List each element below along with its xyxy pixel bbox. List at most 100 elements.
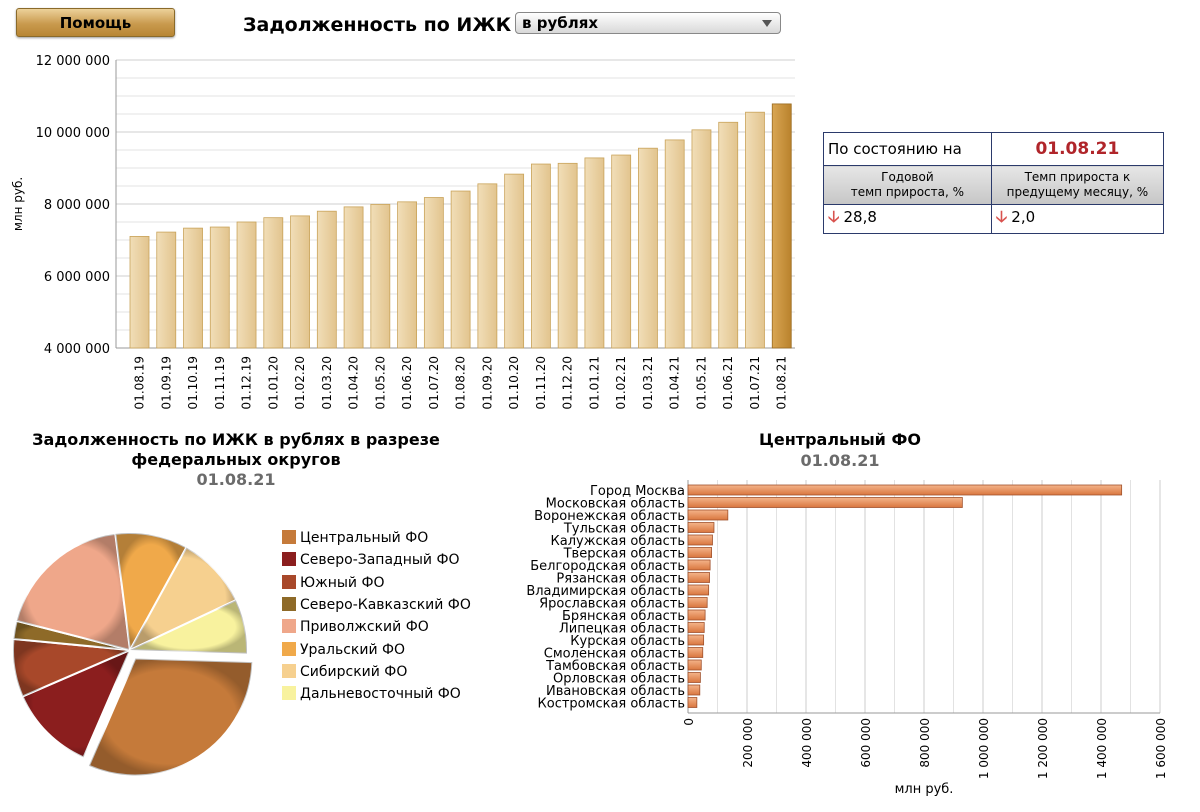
pie-slice-shade xyxy=(130,547,236,650)
annual-header-line2: темп прироста, % xyxy=(850,185,965,199)
down-arrow-icon: 🡣 xyxy=(828,206,840,226)
hbar xyxy=(687,559,711,571)
legend-item: Сибирский ФО xyxy=(282,663,408,682)
bar xyxy=(236,221,257,349)
bar xyxy=(477,183,498,349)
category-label: Город Москва xyxy=(590,484,685,499)
legend-swatch xyxy=(282,530,296,544)
bar xyxy=(611,154,632,349)
x-tick-label: 01.09.20 xyxy=(480,356,494,409)
x-tick-label: 01.05.21 xyxy=(694,356,708,409)
bar xyxy=(183,227,203,349)
monthly-header-line2: предущему месяцу, % xyxy=(1006,185,1149,199)
category-label: Тверская область xyxy=(563,547,685,562)
legend-label: Уральский ФО xyxy=(300,641,406,658)
category-label: Тамбовская область xyxy=(545,659,685,674)
annual-growth-header: Годовой темп прироста, % xyxy=(823,165,992,205)
bar xyxy=(397,201,418,349)
pie-title: Задолженность по ИЖК в рублях в разрезе … xyxy=(16,430,456,470)
bar xyxy=(209,226,230,349)
bar xyxy=(263,217,284,349)
legend-swatch xyxy=(282,596,296,611)
legend-swatch xyxy=(282,552,296,567)
pie-slice-shade xyxy=(16,533,131,650)
legend-item: Центральный ФО xyxy=(282,530,428,548)
annual-header-line1: Годовой xyxy=(881,170,934,184)
legend-label: Сибирский ФО xyxy=(300,663,408,680)
category-label: Ивановская область xyxy=(546,684,685,699)
x-tick-label: 01.08.21 xyxy=(775,356,789,409)
main-title: Задолженность по ИЖК xyxy=(243,14,512,36)
bar xyxy=(450,190,471,349)
category-label: Рязанская область xyxy=(556,572,685,587)
category-label: Московская область xyxy=(546,497,685,512)
main-bar-chart: 4 000 000 6 000 000 8 000 000 10 000 000 12 … xyxy=(11,54,795,409)
annual-growth-value: 28,8 xyxy=(843,207,877,226)
bar xyxy=(638,147,658,349)
x-tick-label: 01.06.21 xyxy=(721,356,735,409)
pie-slice-shade xyxy=(115,533,187,650)
x-tick-label: 1 400 000 xyxy=(1095,718,1109,779)
bar xyxy=(129,235,150,349)
pie-slice-shade xyxy=(12,638,130,697)
unit-select-value: в рублях xyxy=(522,14,598,32)
category-label: Ярославская область xyxy=(539,597,685,612)
bar xyxy=(691,129,712,349)
annual-growth-cell: 🡣 28,8 xyxy=(823,204,992,234)
x-tick-label: 01.11.19 xyxy=(213,356,227,409)
legend-label: Дальневосточный ФО xyxy=(300,686,461,703)
category-label: Брянская область xyxy=(562,609,685,624)
hbar xyxy=(687,634,705,646)
hbar-date: 01.08.21 xyxy=(800,451,880,470)
bar xyxy=(504,173,525,349)
pie-slice-shade xyxy=(22,650,130,758)
category-label: Смоленская область xyxy=(544,647,685,662)
bar xyxy=(584,157,605,349)
category-label: Тульская область xyxy=(563,522,685,537)
category-label: Воронежская область xyxy=(534,509,685,524)
x-tick-label: 01.12.19 xyxy=(240,356,254,409)
legend-item: Приволжский ФО xyxy=(282,619,429,637)
bar xyxy=(664,139,685,349)
x-tick-label: 01.05.20 xyxy=(373,356,387,409)
legend-label: Южный ФО xyxy=(300,574,385,591)
hbar xyxy=(687,534,713,546)
legend-label: Центральный ФО xyxy=(300,530,429,546)
bar xyxy=(745,111,765,349)
x-tick-label: 01.07.21 xyxy=(748,356,762,409)
x-tick-label: 01.02.20 xyxy=(293,356,307,409)
as-of-label: По состоянию на xyxy=(823,132,992,166)
help-button[interactable]: Помощь xyxy=(16,8,175,37)
x-tick-label: 01.02.21 xyxy=(614,356,628,409)
legend-swatch xyxy=(282,663,296,678)
category-label: Белгородская область xyxy=(530,559,685,574)
bar xyxy=(316,210,337,349)
y-tick-label: 8 000 000 xyxy=(44,198,110,213)
x-tick-label: 01.06.20 xyxy=(400,356,414,409)
legend-item: Уральский ФО xyxy=(282,641,406,660)
unit-select[interactable]: в рублях xyxy=(515,12,781,34)
category-label: Калужская область xyxy=(551,534,685,549)
legend-item: Дальневосточный ФО xyxy=(282,686,461,704)
hbar xyxy=(687,509,729,521)
pie-slice-shade xyxy=(130,600,247,654)
hbar xyxy=(687,497,963,508)
legend-swatch xyxy=(282,686,296,701)
region-bar-chart: 0 200 000 400 000 600 000 800 000 1 000 000 1 … xyxy=(526,480,1168,797)
hbar-title: Центральный ФО xyxy=(759,430,921,449)
legend-item: Северо-Западный ФО xyxy=(282,552,460,570)
legend-item: Южный ФО xyxy=(282,574,385,593)
legend-label: Северо-Кавказский ФО xyxy=(300,596,471,613)
x-tick-label: 01.03.20 xyxy=(320,356,334,409)
legend-swatch xyxy=(282,641,296,656)
hbar xyxy=(687,484,1123,496)
pie-date: 01.08.21 xyxy=(196,470,276,489)
y-tick-label: 12 000 000 xyxy=(36,54,110,69)
monthly-growth-header: Темп прироста к предущему месяцу, % xyxy=(990,165,1165,205)
monthly-header-line1: Темп прироста к xyxy=(1024,170,1131,184)
bar xyxy=(343,206,364,349)
hbar xyxy=(687,572,710,583)
legend-label: Приволжский ФО xyxy=(300,619,429,636)
category-label: Орловская область xyxy=(553,672,685,687)
x-tick-label: 01.09.19 xyxy=(159,356,173,409)
